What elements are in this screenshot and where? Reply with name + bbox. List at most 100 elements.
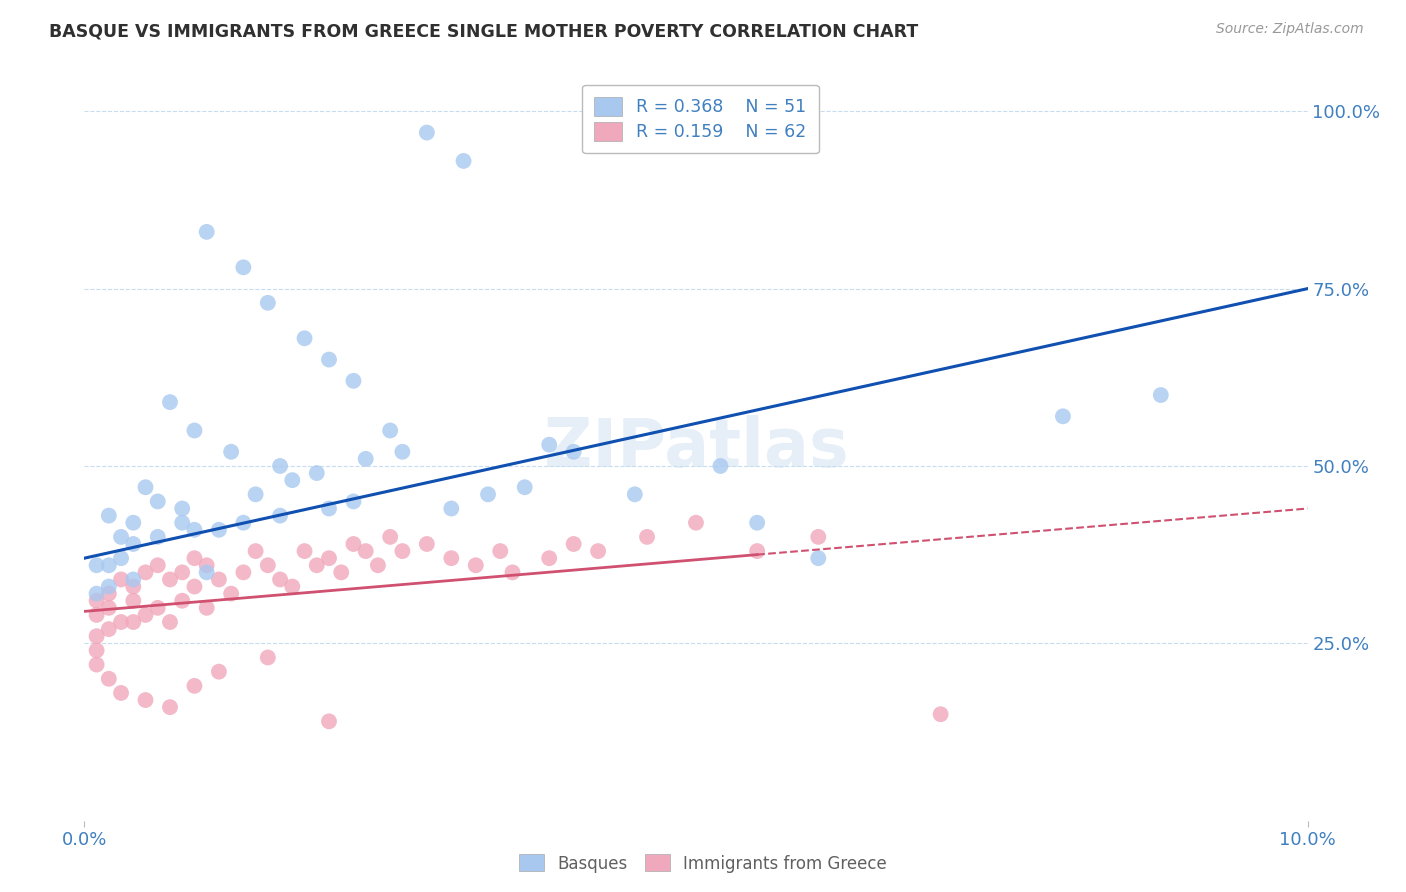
Point [257,558,280,573]
Point [342,537,364,551]
Point [159,573,181,587]
Point [110,530,132,544]
Point [183,679,205,693]
Point [318,714,340,729]
Point [318,501,340,516]
Point [86,593,108,607]
Point [183,580,205,594]
Point [146,530,169,544]
Point [416,537,439,551]
Point [208,573,231,587]
Point [219,587,242,601]
Point [195,558,218,573]
Point [97,580,120,594]
Point [342,494,364,508]
Point [318,551,340,566]
Point [86,657,108,672]
Point [562,444,585,458]
Point [709,458,731,473]
Point [281,580,304,594]
Point [172,501,194,516]
Point [538,551,561,566]
Point [122,537,145,551]
Point [208,665,231,679]
Point [219,444,242,458]
Point [391,544,413,558]
Text: Source: ZipAtlas.com: Source: ZipAtlas.com [1216,22,1364,37]
Point [269,508,291,523]
Point [110,686,132,700]
Point [183,523,205,537]
Point [929,707,952,722]
Point [245,544,267,558]
Point [453,153,475,168]
Point [97,558,120,573]
Point [330,566,353,580]
Point [159,615,181,629]
Point [135,693,157,707]
Point [135,566,157,580]
Point [172,566,194,580]
Point [97,508,120,523]
Point [146,600,169,615]
Point [636,530,658,544]
Point [122,593,145,607]
Point [195,600,218,615]
Point [135,607,157,622]
Point [281,473,304,487]
Point [208,523,231,537]
Point [624,487,647,501]
Point [1052,409,1074,424]
Point [86,558,108,573]
Point [354,544,377,558]
Point [747,544,769,558]
Point [146,558,169,573]
Point [172,516,194,530]
Point [97,622,120,636]
Point [464,558,486,573]
Point [502,566,524,580]
Point [122,615,145,629]
Point [685,516,707,530]
Point [195,566,218,580]
Point [294,544,316,558]
Point [122,516,145,530]
Point [257,295,280,310]
Point [195,225,218,239]
Point [440,551,463,566]
Point [183,551,205,566]
Point [807,551,830,566]
Point [172,593,194,607]
Point [86,587,108,601]
Point [586,544,609,558]
Point [305,558,328,573]
Point [245,487,267,501]
Point [110,551,132,566]
Point [110,615,132,629]
Point [342,374,364,388]
Point [807,530,830,544]
Point [391,444,413,458]
Point [232,566,254,580]
Text: ZIPatlas: ZIPatlas [544,416,848,481]
Point [122,573,145,587]
Point [513,480,536,494]
Point [354,451,377,466]
Point [367,558,389,573]
Point [305,466,328,480]
Point [318,352,340,367]
Point [86,643,108,657]
Point [86,629,108,643]
Point [294,331,316,345]
Point [86,607,108,622]
Point [380,530,402,544]
Point [110,573,132,587]
Point [146,494,169,508]
Point [380,424,402,438]
Point [232,260,254,275]
Point [269,458,291,473]
Point [135,480,157,494]
Legend: R = 0.368    N = 51, R = 0.159    N = 62: R = 0.368 N = 51, R = 0.159 N = 62 [582,85,818,153]
Point [747,516,769,530]
Point [562,537,585,551]
